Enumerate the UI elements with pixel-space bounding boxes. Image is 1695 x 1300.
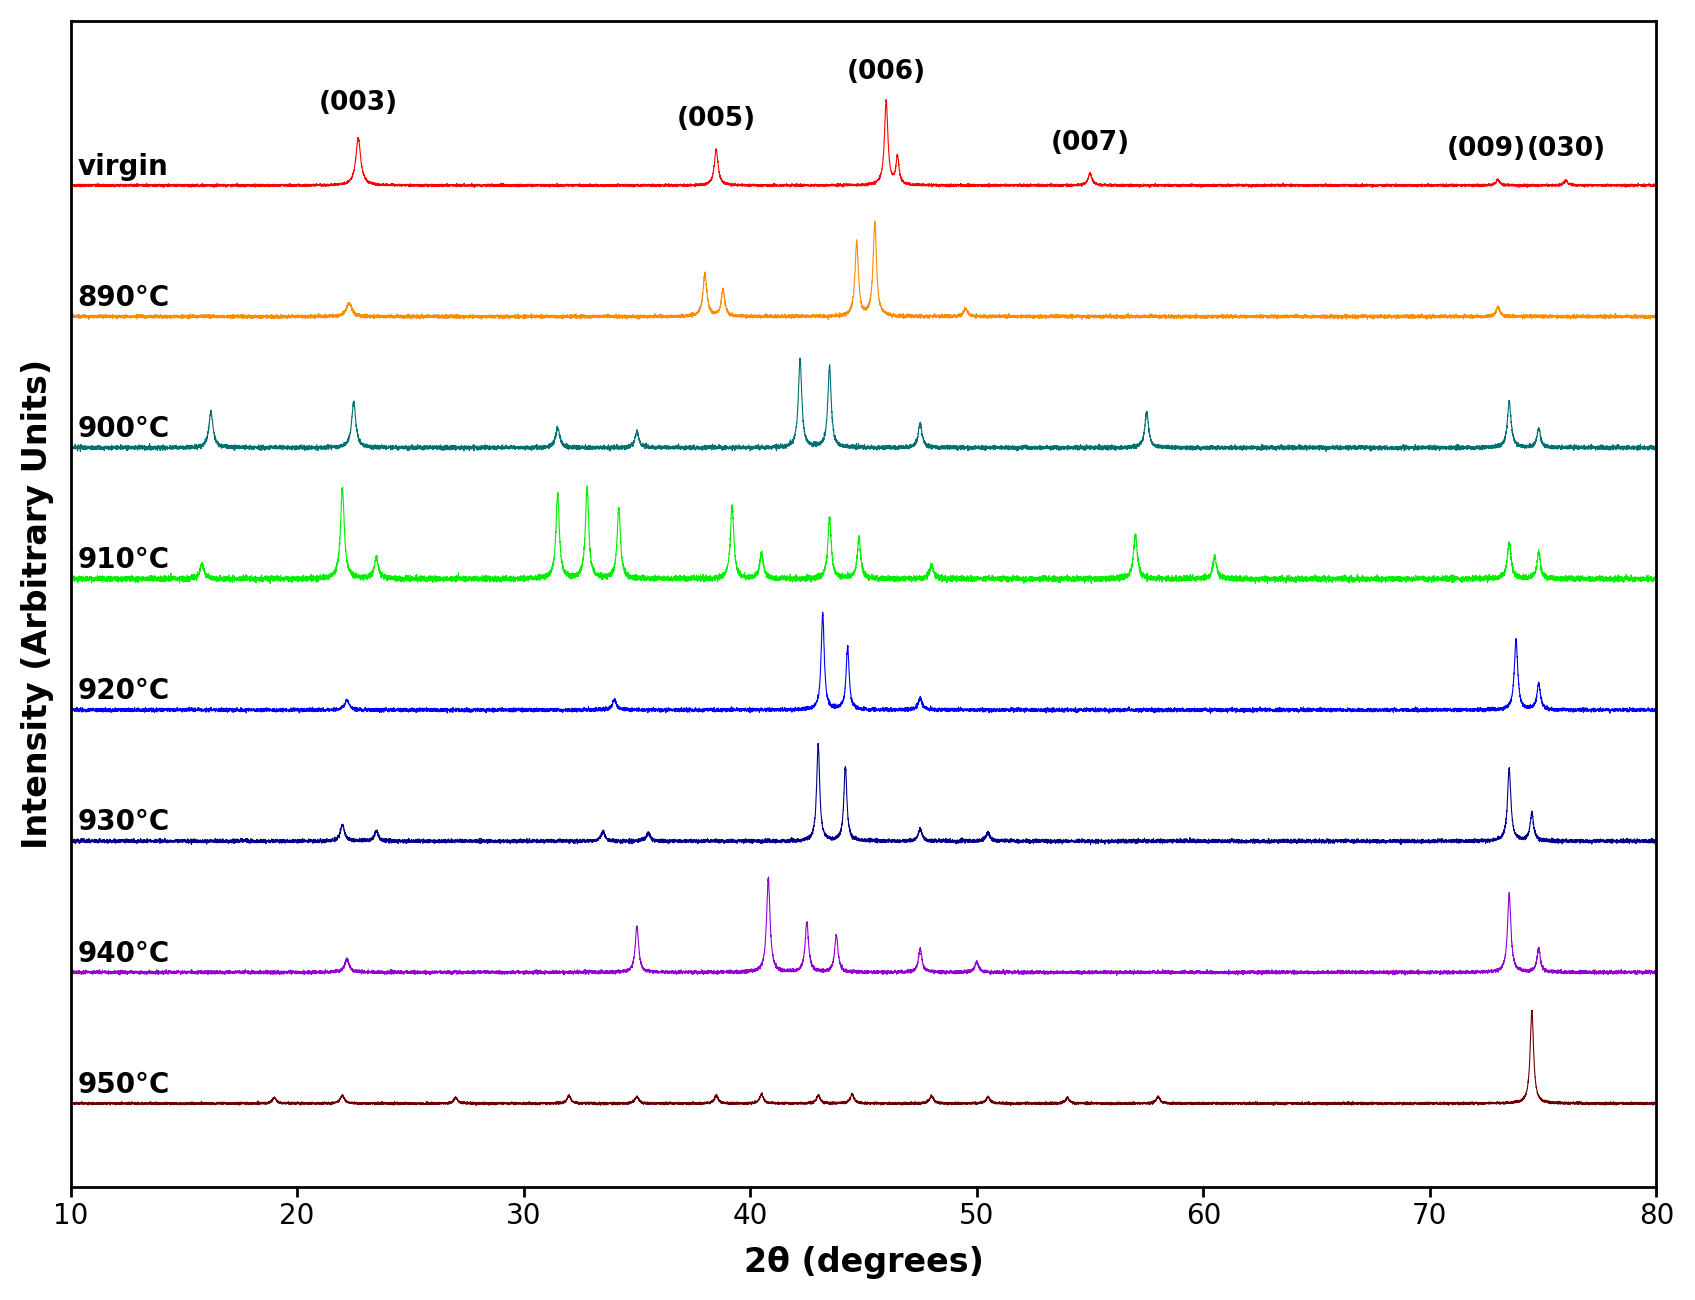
Text: 910°C: 910°C bbox=[78, 546, 170, 575]
Text: (009): (009) bbox=[1448, 135, 1526, 161]
Text: (006): (006) bbox=[846, 60, 925, 86]
Text: 890°C: 890°C bbox=[78, 283, 170, 312]
Text: (030): (030) bbox=[1526, 135, 1605, 161]
Text: (005): (005) bbox=[676, 105, 756, 131]
Text: (003): (003) bbox=[319, 90, 398, 116]
Text: 940°C: 940°C bbox=[78, 940, 170, 967]
Text: virgin: virgin bbox=[78, 152, 168, 181]
Y-axis label: Intensity (Arbitrary Units): Intensity (Arbitrary Units) bbox=[20, 359, 54, 849]
X-axis label: 2θ (degrees): 2θ (degrees) bbox=[744, 1247, 983, 1279]
Text: 920°C: 920°C bbox=[78, 677, 170, 705]
Text: 900°C: 900°C bbox=[78, 415, 170, 443]
Text: 950°C: 950°C bbox=[78, 1071, 170, 1098]
Text: 930°C: 930°C bbox=[78, 809, 170, 836]
Text: (007): (007) bbox=[1051, 130, 1129, 156]
